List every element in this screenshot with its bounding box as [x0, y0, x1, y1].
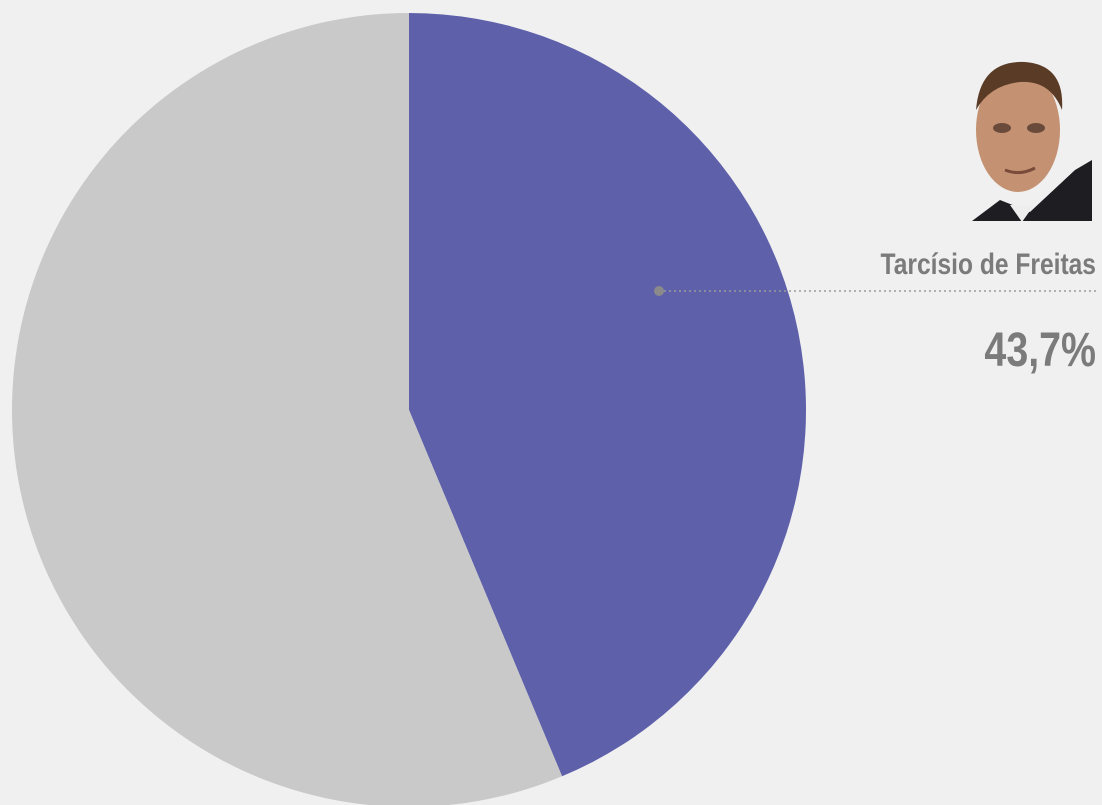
slice-label: Tarcísio de Freitas: [881, 247, 1096, 281]
pie-slice: [409, 13, 806, 777]
pie: [12, 13, 806, 805]
pie-slice: [12, 13, 563, 805]
leader-dot: [654, 286, 664, 296]
value-label: 43,7%: [984, 323, 1096, 377]
portrait: [972, 58, 1092, 222]
